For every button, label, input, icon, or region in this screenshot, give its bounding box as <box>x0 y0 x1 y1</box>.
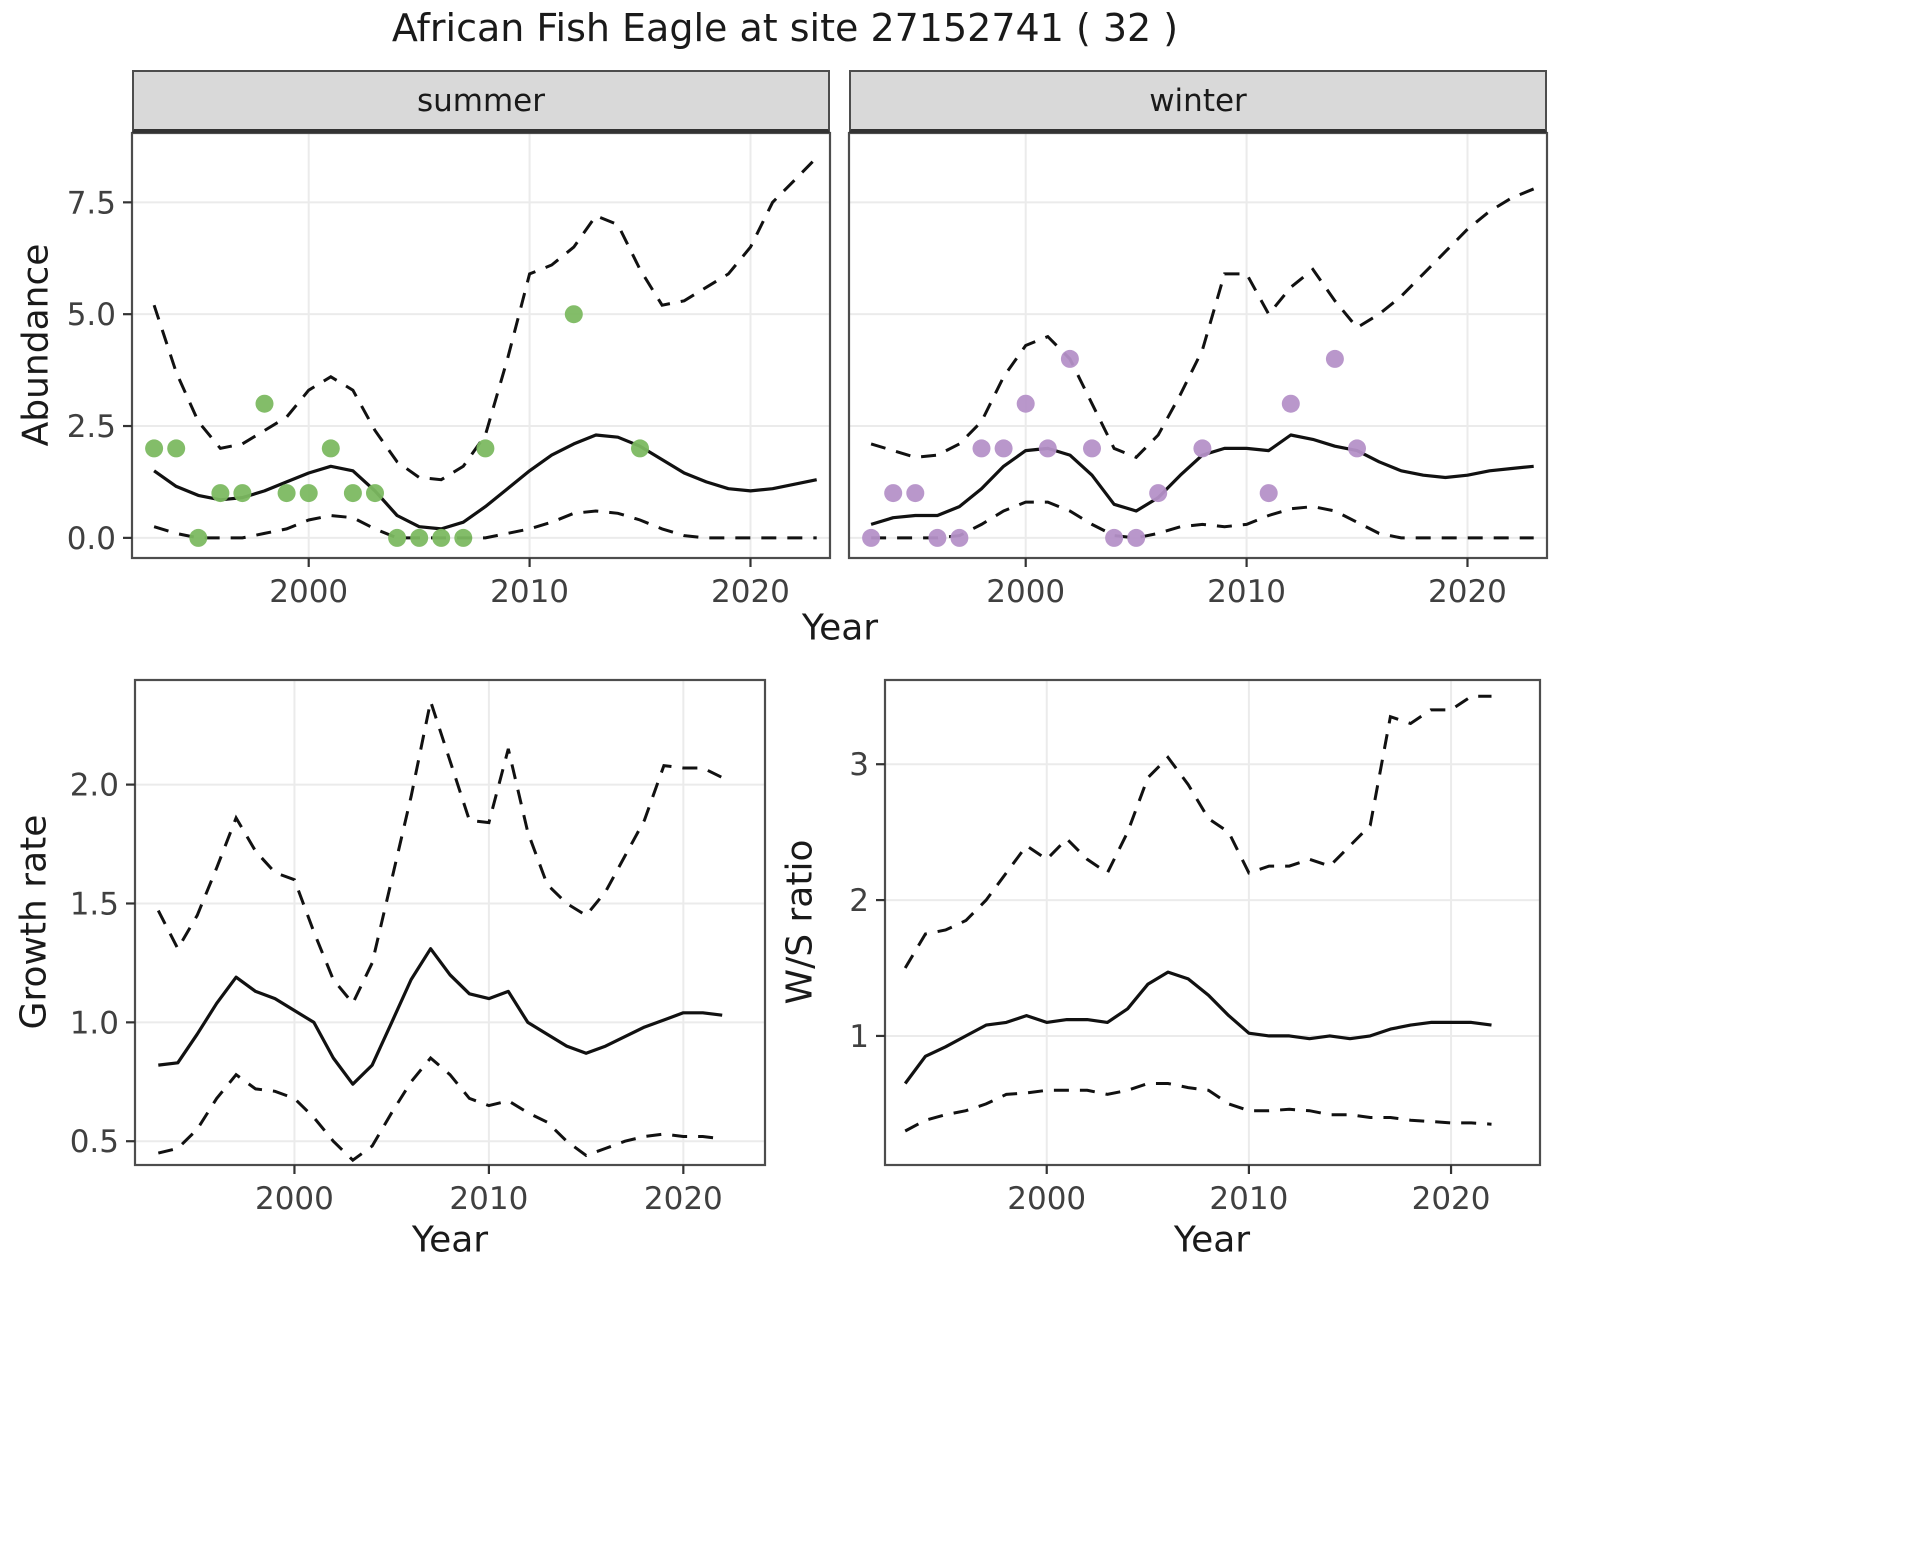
panel-abundance-winter-border <box>847 131 1549 560</box>
abundance-axis-title: Abundance <box>15 243 57 447</box>
panel-growth-rate-y-tick-label: 2.0 <box>70 768 119 804</box>
panel-abundance-winter-x-tick-label: 2000 <box>986 574 1065 610</box>
panel-abundance-summer-y-tick-label: 0.0 <box>67 521 116 557</box>
panel-growth-rate-upper-ci-line <box>156 695 723 1007</box>
facet-strip-winter: winter <box>849 70 1547 133</box>
panel-abundance-summer-upper-ci-line <box>152 156 818 482</box>
panel-abundance-summer: 2000 2010 2020 0.0 2.5 5.0 7.5 <box>67 131 832 610</box>
panel-ws-ratio-fit-line <box>903 970 1492 1085</box>
panel-growth-rate-fit-line <box>158 947 723 1086</box>
panel-abundance-summer-observed-points <box>145 305 649 547</box>
panel-abundance-summer-x-tick-label: 2020 <box>711 574 790 610</box>
panel-growth-rate-lower-ci-line <box>157 1055 723 1163</box>
growth-rate-axis-title: Growth rate <box>13 814 55 1030</box>
facet-strip-summer: summer <box>132 70 830 133</box>
panel-abundance-winter-x-tick-label: 2020 <box>1428 574 1507 610</box>
top-x-axis-title: Year <box>801 607 879 649</box>
panel-ws-ratio-lower-ci-line <box>904 1082 1492 1133</box>
panel-abundance-winter-upper-ci-line <box>870 187 1535 460</box>
panel-growth-rate-x-tick-label: 2010 <box>449 1181 528 1217</box>
panel-abundance-summer-border <box>130 131 832 560</box>
panel-growth-rate-border <box>133 678 767 1167</box>
panel-abundance-summer-y-tick-label: 2.5 <box>67 409 116 445</box>
facet-strip-winter-label: winter <box>1149 82 1247 119</box>
panel-ws-ratio-upper-ci-line <box>903 694 1492 969</box>
panel-growth-rate-x-tick-label: 2020 <box>644 1181 723 1217</box>
panel-ws-ratio-x-tick-label: 2000 <box>1007 1181 1086 1217</box>
panel-abundance-summer-x-tick-label: 2000 <box>269 574 348 610</box>
panel-ws-ratio-y-tick-label: 2 <box>849 883 869 919</box>
panel-abundance-summer-fit-line <box>153 433 818 531</box>
plot-title: African Fish Eagle at site 27152741 ( 32… <box>391 6 1179 50</box>
facet-strip-summer-label: summer <box>416 82 545 119</box>
panel-ws-ratio-y-tick-label: 1 <box>849 1019 869 1055</box>
panel-abundance-winter-x-tick-label: 2010 <box>1207 574 1286 610</box>
panel-growth-rate-y-tick-label: 1.5 <box>70 886 119 922</box>
panel-abundance-summer-x-tick-label: 2010 <box>490 574 569 610</box>
panel-ws-ratio: 2000 2010 2020 1 2 3 <box>849 678 1542 1217</box>
panel-abundance-winter: 2000 2010 2020 <box>847 131 1549 610</box>
panel-abundance-summer-y-tick-label: 5.0 <box>67 297 116 333</box>
ws-x-axis-title: Year <box>1173 1219 1251 1261</box>
panel-ws-ratio-x-tick-label: 2010 <box>1209 1181 1288 1217</box>
panel-growth-rate-x-tick-label: 2000 <box>255 1181 334 1217</box>
panel-abundance-summer-lower-ci-line <box>153 509 817 540</box>
panel-abundance-winter-observed-points <box>862 349 1366 547</box>
panel-abundance-summer-y-tick-label: 7.5 <box>67 185 116 221</box>
growth-x-axis-title: Year <box>411 1219 489 1261</box>
panel-abundance-winter-lower-ci-line <box>871 500 1534 540</box>
panel-growth-rate-y-tick-label: 0.5 <box>70 1124 119 1160</box>
panel-growth-rate: 2000 2010 2020 0.5 1.0 1.5 2.0 <box>70 678 767 1217</box>
panel-ws-ratio-border <box>883 678 1542 1167</box>
panel-ws-ratio-x-tick-label: 2020 <box>1412 1181 1491 1217</box>
panel-growth-rate-y-tick-label: 1.0 <box>70 1005 119 1041</box>
ws-ratio-axis-title: W/S ratio <box>779 839 821 1005</box>
panel-ws-ratio-y-tick-label: 3 <box>849 747 869 783</box>
